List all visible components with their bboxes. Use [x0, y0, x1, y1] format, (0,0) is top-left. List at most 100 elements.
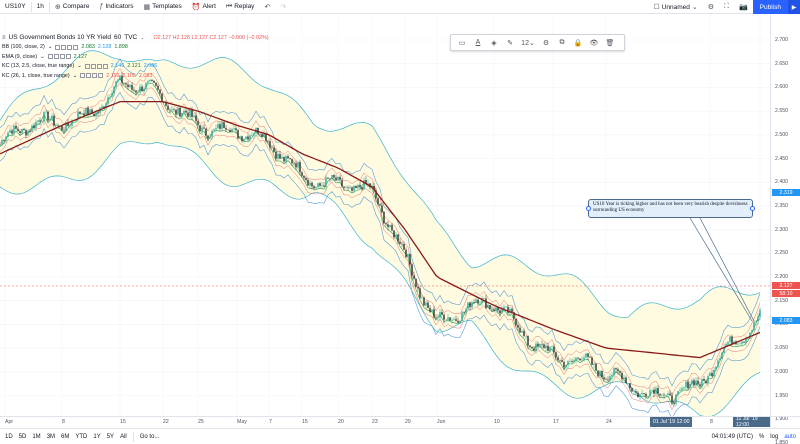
- candle-body: [697, 380, 699, 385]
- legend-ohlc: O2.127 H2.128 L2.127 C2.127 −0.000 (−0.0…: [153, 34, 269, 41]
- candle-body: [7, 132, 9, 137]
- indicator-legend-row[interactable]: KC (26, 1, close, true range) ⌄ 2.116 2.105…: [2, 71, 269, 81]
- indicator-controls[interactable]: [84, 63, 108, 69]
- symbol-search[interactable]: US10Y: [5, 3, 26, 10]
- candle-body: [605, 379, 607, 380]
- range-button[interactable]: 1M: [32, 433, 41, 440]
- chevron-down-icon[interactable]: ⌄: [40, 53, 45, 60]
- control-icon[interactable]: [98, 73, 104, 79]
- fill-color-button[interactable]: ◈: [487, 36, 501, 49]
- alert-button[interactable]: ⏰ Alert: [187, 0, 221, 14]
- candle-body: [509, 308, 511, 313]
- time-axis[interactable]: Apr8152225May715202329Jun101724815 01 Ju…: [0, 416, 770, 428]
- range-button[interactable]: 6M: [61, 433, 70, 440]
- control-icon[interactable]: [92, 73, 98, 79]
- range-button[interactable]: 5Y: [106, 433, 115, 440]
- indicators-button[interactable]: ƒ Indicators: [94, 0, 138, 14]
- candle-body: [399, 241, 401, 244]
- control-icon[interactable]: [73, 44, 79, 50]
- range-button[interactable]: YTD: [75, 433, 88, 440]
- replay-button[interactable]: ⏮ Replay: [221, 0, 260, 14]
- paint-bucket-icon: ◈: [491, 39, 497, 47]
- indicator-legend-row[interactable]: EMA (9, close) ⌄ 2.127: [2, 52, 269, 62]
- indicator-controls[interactable]: [55, 44, 79, 50]
- symbol-legend-row[interactable]: ≡ US Government Bonds 10 YR Yield 60 TVC…: [2, 33, 269, 43]
- utc-clock[interactable]: 04:01:49 (UTC): [711, 434, 753, 440]
- chevron-down-icon[interactable]: ⌄: [72, 72, 78, 79]
- collapse-icon[interactable]: ≡: [2, 34, 6, 41]
- price-chart[interactable]: [0, 15, 770, 416]
- delete-button[interactable]: 🗑: [603, 36, 617, 49]
- candle-body: [661, 394, 663, 396]
- candle-body: [183, 110, 185, 113]
- settings-button[interactable]: ⚙: [703, 0, 719, 14]
- range-button[interactable]: All: [120, 433, 127, 440]
- indicator-label: BB (100, close, 2): [2, 44, 45, 51]
- range-button[interactable]: 3M: [46, 433, 56, 440]
- indicator-label: KC (26, 1, close, true range): [2, 72, 70, 79]
- fullscreen-button[interactable]: ⛶: [719, 0, 734, 14]
- compare-button[interactable]: ⊕ Compare: [50, 0, 95, 14]
- log-toggle[interactable]: log: [770, 434, 779, 440]
- candle-body: [229, 130, 231, 133]
- control-icon[interactable]: [96, 63, 102, 69]
- control-icon[interactable]: [80, 73, 86, 79]
- interval-button[interactable]: 1h: [36, 3, 44, 10]
- control-icon[interactable]: [59, 54, 65, 60]
- control-icon[interactable]: [53, 54, 59, 60]
- axis-corner[interactable]: [770, 416, 800, 427]
- indicator-legend-row[interactable]: BB (100, close, 2) ⌄ 2.083 2.128 1.898: [2, 43, 269, 53]
- visual-order-button[interactable]: ⧉: [555, 36, 569, 49]
- control-icon[interactable]: [90, 63, 96, 69]
- toolbar-right: ☐ Unnamed ⌄ ⚙ ⛶ 📷 Publish ▶: [648, 0, 800, 14]
- templates-button[interactable]: ▦ Templates: [139, 0, 187, 14]
- candle-body: [537, 343, 539, 347]
- hide-button[interactable]: 👁: [587, 36, 601, 49]
- chart-pane[interactable]: ≡ US Government Bonds 10 YR Yield 60 TVC…: [0, 15, 770, 416]
- layout-select[interactable]: ☐ Unnamed ⌄: [648, 0, 702, 14]
- undo-button[interactable]: ↶: [259, 0, 275, 14]
- chevron-down-icon[interactable]: ⌄: [47, 44, 53, 51]
- control-icon[interactable]: [61, 44, 67, 50]
- callout-annotation[interactable]: US10 Year is ticking higher and has not …: [586, 199, 755, 218]
- resize-handle[interactable]: [586, 206, 591, 211]
- candle-body: [555, 352, 557, 358]
- control-icon[interactable]: [86, 73, 92, 79]
- control-icon[interactable]: [67, 44, 73, 50]
- settings-button[interactable]: ⚙: [539, 36, 553, 49]
- indicator-controls[interactable]: [47, 54, 71, 60]
- candle-body: [663, 394, 665, 396]
- goto-button[interactable]: Go to...: [139, 433, 160, 440]
- control-icon[interactable]: [47, 54, 53, 60]
- publish-menu-button[interactable]: ▶: [788, 0, 800, 14]
- text-color-button[interactable]: A: [471, 36, 485, 49]
- chevron-down-icon[interactable]: ⌄: [77, 63, 82, 70]
- publish-button[interactable]: Publish: [752, 0, 788, 14]
- control-icon[interactable]: [55, 44, 61, 50]
- indicator-legend-row[interactable]: KC (13, 2.5, close, true range) ⌄ 2.146 2.1…: [2, 62, 269, 72]
- template-button[interactable]: ▭: [455, 36, 469, 49]
- indicator-controls[interactable]: [80, 73, 104, 79]
- candle-body: [703, 378, 705, 381]
- font-size-button[interactable]: 12⌄: [519, 36, 537, 49]
- control-icon[interactable]: [65, 54, 71, 60]
- auto-toggle[interactable]: auto: [784, 434, 796, 440]
- control-icon[interactable]: [84, 63, 90, 69]
- range-button[interactable]: 1Y: [93, 433, 101, 440]
- snapshot-button[interactable]: 📷: [734, 0, 753, 14]
- candle-body: [141, 86, 143, 92]
- range-button[interactable]: 1D: [5, 433, 13, 440]
- lock-button[interactable]: 🔒: [571, 36, 585, 49]
- candle-body: [367, 183, 369, 184]
- candle-body: [627, 383, 629, 384]
- chevron-down-icon[interactable]: ⌄: [140, 34, 145, 41]
- price-axis[interactable]: 2.700 2.650 2.600 2.550 2.500 2.450 2.400 2.350…: [770, 15, 800, 444]
- redo-button[interactable]: ↷: [275, 0, 291, 14]
- control-icon[interactable]: [102, 63, 108, 69]
- range-button[interactable]: 5D: [18, 433, 27, 440]
- line-color-button[interactable]: ✎: [503, 36, 517, 49]
- candle-body: [37, 120, 39, 123]
- candle-body: [689, 383, 691, 389]
- percent-toggle[interactable]: %: [758, 434, 765, 440]
- resize-handle[interactable]: [750, 206, 755, 211]
